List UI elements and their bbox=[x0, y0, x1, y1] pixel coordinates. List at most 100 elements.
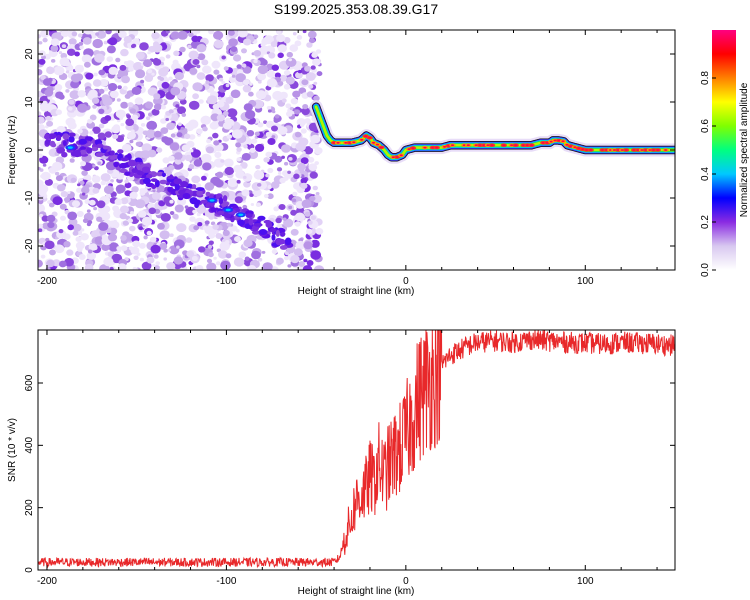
noise-speckle bbox=[300, 157, 309, 165]
noise-speckle bbox=[131, 114, 139, 121]
noise-speckle bbox=[98, 123, 105, 129]
noise-speckle bbox=[228, 76, 237, 83]
noise-speckle bbox=[121, 75, 130, 84]
noise-speckle bbox=[293, 248, 303, 257]
track-peak bbox=[336, 141, 340, 144]
spectrogram-xlabel: Height of straight line (km) bbox=[298, 286, 415, 297]
ridge-highlight-core bbox=[209, 199, 215, 202]
noise-speckle bbox=[195, 183, 202, 189]
noise-speckle bbox=[267, 138, 276, 145]
noise-speckle bbox=[63, 241, 71, 248]
noise-speckle bbox=[277, 44, 287, 53]
noise-speckle bbox=[170, 31, 180, 40]
noise-speckle bbox=[91, 175, 101, 183]
noise-speckle bbox=[243, 239, 253, 248]
noise-speckle bbox=[145, 116, 151, 121]
noise-speckle bbox=[96, 200, 106, 209]
noise-speckle bbox=[84, 199, 91, 205]
noise-speckle bbox=[218, 96, 222, 100]
snr-panel: -200 -100 0 100 0 200 400 600 Height of straigh… bbox=[7, 329, 676, 597]
noise-speckle bbox=[97, 132, 106, 140]
track-peak bbox=[486, 144, 490, 147]
track-peak bbox=[502, 144, 506, 147]
noise-speckle bbox=[191, 175, 201, 184]
colorbar-tick-label: 0.8 bbox=[700, 71, 711, 85]
noise-speckle bbox=[152, 189, 156, 193]
noise-speckle bbox=[281, 155, 285, 159]
noise-speckle bbox=[284, 256, 289, 261]
noise-speckle bbox=[67, 121, 77, 130]
noise-speckle bbox=[202, 162, 212, 171]
noise-speckle bbox=[223, 110, 229, 116]
noise-speckle bbox=[76, 210, 84, 218]
noise-speckle bbox=[233, 257, 245, 267]
noise-speckle bbox=[168, 109, 174, 114]
ridge-blob bbox=[47, 133, 57, 140]
track-peak bbox=[407, 148, 411, 151]
noise-speckle bbox=[167, 248, 172, 252]
noise-speckle bbox=[45, 115, 52, 121]
noise-speckle bbox=[226, 134, 233, 140]
noise-speckle bbox=[69, 158, 75, 163]
noise-speckle bbox=[247, 265, 257, 270]
ridge-blob bbox=[78, 138, 88, 145]
noise-speckle bbox=[89, 114, 97, 121]
noise-speckle bbox=[170, 133, 176, 138]
noise-speckle bbox=[135, 141, 142, 147]
noise-speckle bbox=[214, 151, 222, 158]
noise-speckle bbox=[201, 153, 212, 163]
noise-speckle bbox=[294, 109, 301, 115]
noise-speckle bbox=[159, 242, 168, 250]
ridge-blob bbox=[109, 150, 115, 156]
noise-speckle bbox=[38, 124, 45, 131]
noise-speckle bbox=[305, 72, 316, 81]
noise-speckle bbox=[300, 123, 305, 127]
snr-ylabel: SNR (10 * v/v) bbox=[7, 418, 18, 482]
noise-speckle bbox=[174, 158, 182, 165]
colorbar-tick-label: 0.0 bbox=[700, 263, 711, 277]
noise-speckle bbox=[93, 207, 97, 211]
noise-speckle bbox=[242, 85, 252, 93]
ridge-blob bbox=[196, 190, 203, 196]
ridge-blob bbox=[189, 197, 198, 205]
noise-speckle bbox=[165, 54, 171, 59]
ridge-blob bbox=[265, 221, 273, 228]
noise-speckle bbox=[116, 119, 121, 123]
noise-speckle bbox=[56, 229, 67, 239]
noise-speckle bbox=[174, 152, 183, 160]
noise-speckle bbox=[225, 117, 232, 123]
noise-speckle bbox=[146, 120, 158, 131]
noise-speckle bbox=[287, 264, 292, 268]
noise-speckle bbox=[129, 225, 136, 232]
noise-speckle bbox=[44, 88, 54, 97]
noise-speckle bbox=[45, 237, 50, 242]
noise-speckle bbox=[306, 42, 313, 48]
noise-speckle bbox=[103, 185, 114, 194]
track-peak bbox=[589, 149, 593, 151]
noise-speckle bbox=[69, 90, 80, 100]
noise-speckle bbox=[169, 113, 179, 122]
noise-speckle bbox=[206, 258, 213, 264]
noise-speckle bbox=[158, 200, 166, 207]
noise-speckle bbox=[88, 243, 98, 251]
noise-speckle bbox=[118, 30, 127, 38]
noise-speckle bbox=[296, 207, 305, 215]
noise-speckle bbox=[307, 220, 313, 225]
track-peak bbox=[612, 149, 617, 151]
noise-speckle bbox=[253, 34, 259, 39]
noise-speckle bbox=[295, 240, 306, 250]
noise-speckle bbox=[263, 35, 274, 45]
noise-speckle bbox=[61, 44, 67, 48]
noise-speckle bbox=[204, 220, 210, 225]
noise-speckle bbox=[68, 106, 73, 111]
noise-speckle bbox=[153, 130, 162, 138]
noise-speckle bbox=[306, 228, 313, 235]
noise-speckle bbox=[163, 248, 168, 253]
noise-speckle bbox=[104, 131, 112, 138]
noise-speckle bbox=[244, 109, 256, 120]
noise-speckle bbox=[235, 73, 246, 83]
track-peak bbox=[573, 146, 577, 149]
noise-speckle bbox=[198, 246, 206, 253]
noise-speckle bbox=[129, 191, 138, 199]
